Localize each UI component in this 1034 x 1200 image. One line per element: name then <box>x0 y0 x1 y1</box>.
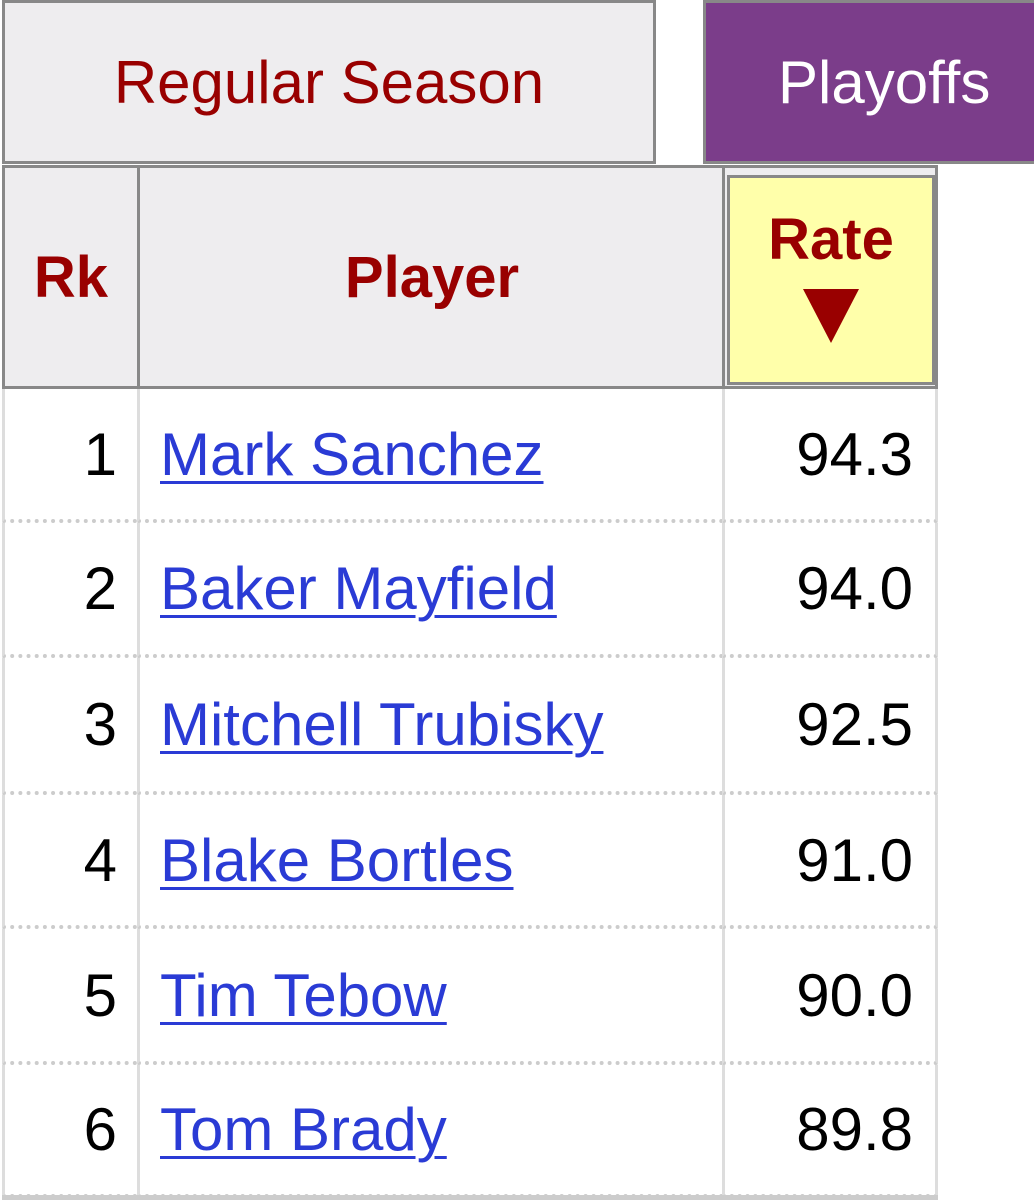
player-link[interactable]: Mitchell Trubisky <box>160 691 604 758</box>
rank: 4 <box>83 826 117 894</box>
tab[interactable]: Regular Season <box>2 0 656 164</box>
table-cell: Tom Brady <box>137 1065 724 1198</box>
table-border <box>2 1195 938 1200</box>
player-link[interactable]: Baker Mayfield <box>160 555 557 622</box>
table-cell: 94.3 <box>722 389 938 523</box>
header-cell[interactable]: Player <box>137 165 724 389</box>
sort-arrow <box>803 289 859 343</box>
player-link[interactable]: Blake Bortles <box>160 826 514 894</box>
table-cell: 91.0 <box>722 795 938 929</box>
rate: 92.5 <box>796 691 913 758</box>
header-cell[interactable]: Rk <box>2 165 137 389</box>
table-cell: 2 <box>2 523 137 658</box>
header-label: Player <box>344 244 520 310</box>
rank: 6 <box>83 1096 117 1163</box>
table-cell: 5 <box>2 929 137 1065</box>
table-cell: 4 <box>2 795 137 929</box>
player-link[interactable]: Mark Sanchez <box>160 420 544 488</box>
rate: 94.3 <box>796 420 913 488</box>
tab[interactable]: Playoffs <box>703 0 1034 164</box>
table-cell: 94.0 <box>722 523 938 658</box>
table-cell: 3 <box>2 658 137 795</box>
table-cell: Blake Bortles <box>137 795 724 929</box>
rate: 90.0 <box>796 961 913 1029</box>
player-link[interactable]: Tom Brady <box>160 1096 447 1163</box>
table-cell: Mitchell Trubisky <box>137 658 724 795</box>
table-cell: 6 <box>2 1065 137 1198</box>
table-cell: 1 <box>2 389 137 523</box>
rank: 2 <box>83 555 117 622</box>
table-cell: 89.8 <box>722 1065 938 1198</box>
rank: 1 <box>83 420 117 488</box>
table-cell: Baker Mayfield <box>137 523 724 658</box>
table-cell: 92.5 <box>722 658 938 795</box>
player-link[interactable]: Tim Tebow <box>160 961 447 1029</box>
rank: 5 <box>83 961 117 1029</box>
sorted-header: Rate <box>727 175 935 385</box>
table-cell: 90.0 <box>722 929 938 1065</box>
rate: 91.0 <box>796 826 913 894</box>
header-label: Rate <box>768 207 894 272</box>
table-cell: Tim Tebow <box>137 929 724 1065</box>
rank: 3 <box>83 691 117 758</box>
table-cell: Mark Sanchez <box>137 389 724 523</box>
header-cell[interactable]: Rate <box>722 165 938 389</box>
rate: 94.0 <box>796 555 913 622</box>
rate: 89.8 <box>796 1096 913 1163</box>
header-label: Rk <box>33 244 109 310</box>
